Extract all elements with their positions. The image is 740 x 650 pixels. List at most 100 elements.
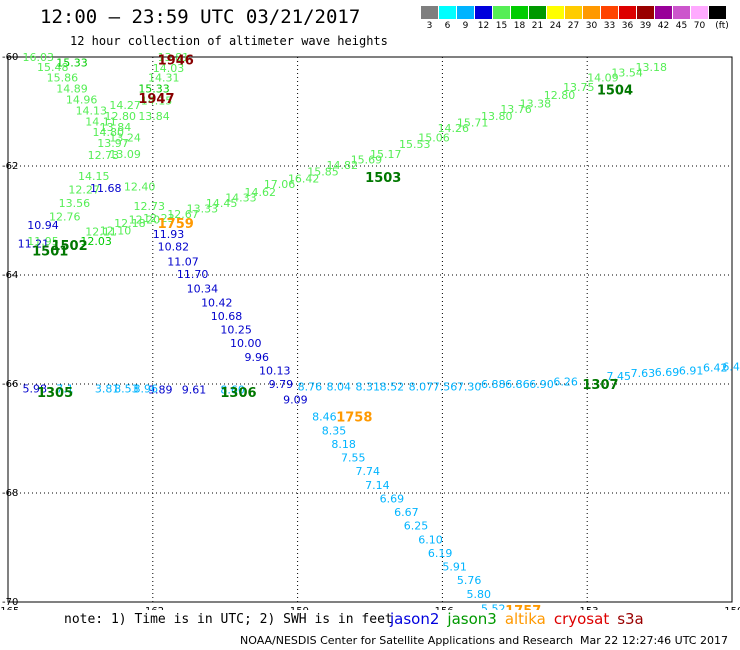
wave-height-value: 12.73 (88, 149, 120, 162)
satellite-name: jason3 (447, 610, 497, 628)
wave-height-value: 5.76 (457, 574, 482, 587)
generated-timestamp: Mar 22 12:27:46 UTC 2017 (580, 634, 728, 647)
wave-height-value: 14.09 (587, 72, 619, 85)
wave-height-value: 12.20 (129, 213, 161, 226)
wave-height-value: 12.27 (68, 183, 100, 196)
wave-height-value: 14.89 (56, 83, 87, 96)
lon-tick-label: -156 (431, 606, 454, 610)
legend-swatch (547, 6, 564, 19)
wave-height-value: 15.69 (351, 153, 383, 166)
wave-height-value: 15.85 (307, 165, 339, 178)
wave-height-value: 11.93 (153, 228, 185, 241)
wave-height-value: 11.07 (167, 255, 199, 268)
wave-height-value: 6.25 (404, 520, 429, 533)
satellite-name: jason2 (390, 610, 440, 628)
wave-height-value: 13.97 (97, 137, 129, 150)
wave-height-value: 8.53 (114, 382, 139, 395)
wave-height-value: 15.33 (138, 83, 170, 96)
legend-swatch-label: 39 (639, 21, 652, 31)
wave-height-value: 8.04 (327, 381, 352, 394)
wave-height-value: 13.54 (611, 66, 643, 79)
wave-height-value: 12.40 (124, 181, 156, 194)
lat-tick-label: -64 (2, 270, 18, 281)
wave-height-value: 14.03 (153, 62, 185, 75)
legend-swatch (637, 6, 654, 19)
wave-height-value: 6.69 (380, 492, 405, 505)
pass-time-label: 1306 (220, 386, 256, 401)
wave-height-value: 8.35 (322, 424, 347, 437)
wave-height-value: 7.30 (457, 381, 482, 394)
legend-swatch (673, 6, 690, 19)
wave-height-value: 12.67 (167, 208, 199, 221)
wave-height-value: 10.68 (211, 310, 243, 323)
pass-time-label: 1504 (597, 84, 633, 99)
wave-height-value: 14.33 (225, 192, 257, 205)
wave-height-value: 8.18 (331, 438, 356, 451)
pass-time-label: 1757 (505, 604, 541, 610)
wave-height-value: 14.27 (109, 99, 141, 112)
legend-swatch (421, 6, 438, 19)
wave-height-value: 6.90 (529, 378, 554, 391)
legend-swatch (493, 6, 510, 19)
wave-height-value: 14.31 (148, 72, 180, 85)
legend-unit: (ft) (715, 21, 729, 31)
lat-tick-label: -66 (2, 379, 18, 390)
wave-height-value: 12.18 (114, 217, 146, 230)
wave-height-value: 7.45 (607, 370, 632, 383)
wave-height-value: 12.10 (100, 224, 132, 237)
lat-tick-label: -70 (2, 597, 18, 608)
wave-height-value: 12.03 (80, 235, 112, 248)
legend-swatch-label: 45 (675, 21, 688, 31)
wave-height-value: 6.26 (553, 375, 578, 388)
legend-swatch (601, 6, 618, 19)
wave-height-value: 12.76 (49, 211, 81, 224)
wave-height-value: 12.80 (105, 110, 136, 123)
wave-height-value: 9.61 (182, 383, 207, 396)
wave-height-value: 13.84 (100, 121, 132, 134)
wave-height-value: 7.63 (631, 367, 656, 380)
wave-height-value: 9.96 (245, 351, 269, 364)
wave-height-value: 12.80 (544, 89, 576, 102)
lat-tick-label: -62 (2, 161, 18, 172)
wave-height-value: 15.17 (370, 148, 402, 161)
map-subtitle: 12 hour collection of altimeter wave hei… (70, 34, 388, 48)
legend-swatch (619, 6, 636, 19)
wave-height-value: 13.56 (59, 197, 91, 210)
wave-height-value: 6.67 (394, 506, 419, 519)
wave-height-value: 14.62 (245, 186, 276, 199)
wave-height-value: 14.96 (66, 94, 98, 107)
wave-height-value: 6.91 (679, 364, 704, 377)
wave-height-value: 10.25 (220, 324, 252, 337)
wave-height-value: 14.15 (141, 95, 173, 108)
wave-height-value: 15.86 (47, 72, 79, 85)
map-title: 12:00 – 23:59 UTC 03/21/2017 (40, 6, 361, 28)
legend-swatch-label: 27 (567, 21, 580, 31)
wave-height-value: 17.06 (264, 178, 296, 191)
wave-height-value: 7.55 (341, 452, 366, 465)
legend-swatch-label: 70 (693, 21, 706, 31)
satellite-name: s3a (617, 610, 644, 628)
wave-height-value: 5.91 (442, 561, 467, 574)
wave-height-value: 10.82 (158, 241, 190, 254)
legend-swatch (529, 6, 546, 19)
legend-swatch-label: 21 (531, 21, 544, 31)
footer-note: note: 1) Time is in UTC; 2) SWH is in fe… (64, 612, 393, 627)
legend-swatch-label: 9 (462, 21, 469, 31)
wave-height-value: 11.70 (177, 268, 209, 281)
wave-height-value: 3.81 (95, 382, 120, 395)
legend-swatch (709, 6, 726, 19)
wave-height-value: 15.53 (399, 138, 431, 151)
wave-height-value: 10.00 (230, 337, 262, 350)
lon-tick-label: -159 (286, 606, 309, 610)
lon-tick-label: -165 (0, 606, 19, 610)
legend-swatch (583, 6, 600, 19)
wave-height-value: 13.24 (109, 132, 141, 145)
wave-height-value: 12.11 (85, 225, 117, 238)
lon-tick-label: -153 (576, 606, 599, 610)
lat-tick-label: -68 (2, 488, 18, 499)
legend-swatch (511, 6, 528, 19)
wave-height-value: 7.1 (56, 382, 73, 395)
wave-height-value: 8.52 (380, 381, 405, 394)
wave-height-map: -165 -162 -159 -156 -153 -150 -60 -62 -64 -66 -68 -… (0, 51, 740, 610)
wave-height-value: 16.03 (22, 51, 54, 64)
